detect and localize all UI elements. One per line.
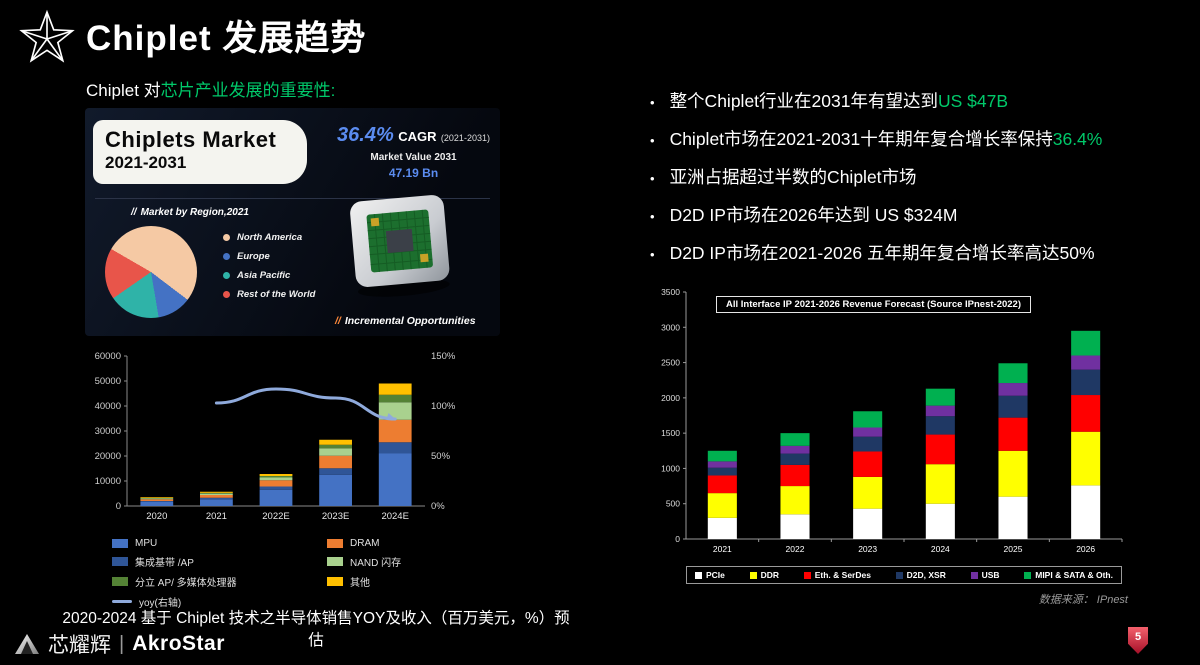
incremental-label: Incremental Opportunities [344,315,476,327]
interface-ip-chart: 0 500 1000 1500 2000 2500 3000 3500 2021 2022 2023… [661,287,1123,554]
chart2-legend-item: USB [970,570,1000,580]
svg-text:3500: 3500 [661,287,680,297]
svg-text:60000: 60000 [95,351,121,362]
subtitle: Chiplet 对芯片产业发展的重要性: [86,76,335,101]
svg-text:2020: 2020 [146,511,167,522]
chiplets-market-card: Chiplets Market 2021-2031 36.4% CAGR (20… [85,108,500,336]
svg-text:500: 500 [666,499,680,509]
svg-text:20000: 20000 [95,451,121,462]
svg-text:2022: 2022 [786,544,805,554]
svg-text:2023: 2023 [858,544,877,554]
chart1-legend-item: 分立 AP/ 多媒体处理器 [112,574,317,589]
cagr-label: CAGR [398,129,437,144]
svg-text:30000: 30000 [95,426,121,437]
region-title: //Market by Region,2021 [131,207,249,218]
chart2-title: All Interface IP 2021-2026 Revenue Forec… [716,296,1031,313]
svg-text:0: 0 [116,501,121,512]
subtitle-highlight: 芯片产业发展的重要性: [160,81,336,100]
svg-text:100%: 100% [431,401,456,412]
svg-text:40000: 40000 [95,401,121,412]
market-card-title-line1: Chiplets Market [105,127,277,152]
svg-text:3000: 3000 [661,322,680,332]
svg-text:1000: 1000 [661,463,680,473]
svg-text:2021: 2021 [206,511,227,522]
card-divider [95,198,490,199]
interface-ip-chart-block: All Interface IP 2021-2026 Revenue Forec… [642,286,1132,584]
svg-text:2026: 2026 [1076,544,1095,554]
key-points-list: 整个Chiplet行业在2031年有望达到 US $47B Chiplet市场在2… [650,88,1195,278]
svg-text:50000: 50000 [95,376,121,387]
slashes-icon: // [335,315,341,327]
brand-name-cn: 芯耀辉 [48,634,111,657]
company-logo-icon [19,9,75,63]
market-card-title: Chiplets Market 2021-2031 [93,120,307,184]
region-legend-item: North America [223,232,315,243]
svg-text:2500: 2500 [661,358,680,368]
region-legend-item: Asia Pacific [223,270,315,281]
region-title-label: Market by Region,2021 [140,207,249,218]
chart2-legend-item: PCIe [695,570,725,580]
cagr-value: 36.4% [337,124,394,146]
chart1-legend-item: 集成基带 /AP [112,554,317,569]
region-pie-chart [105,226,197,318]
subtitle-prefix: Chiplet 对 [86,81,161,100]
svg-text:10000: 10000 [95,476,121,487]
semiconductor-sales-chart: 0 10000 20000 30000 40000 50000 60000 2020 2021 2… [95,351,456,522]
chart2-legend-item: D2D, XSR [895,570,946,580]
svg-text:150%: 150% [431,351,456,362]
data-source-note: 数据来源： IPnest [1038,594,1128,606]
svg-text:2024: 2024 [931,544,950,554]
chart2-legend-item: DDR [749,570,779,580]
svg-text:2023E: 2023E [322,511,349,522]
svg-text:2000: 2000 [661,393,680,403]
market-value: 47.19 Bn [388,166,439,180]
region-legend: North America Europe Asia Pacific Rest of t… [223,232,315,300]
cagr-period: (2021-2031) [440,133,490,143]
chart1-legend-item: 其他 [327,574,401,589]
bullet-item: 亚洲占据超过半数的Chiplet市场 [650,164,1195,189]
brand-name-en: AkroStar [132,632,225,655]
svg-text:2024E: 2024E [381,511,408,522]
svg-text:0%: 0% [431,501,445,512]
footer-brand: 芯耀辉 | AkroStar [14,629,225,659]
region-legend-item: Rest of the World [223,289,315,300]
brand-divider: | [119,632,125,655]
chart1-legend-item: MPU [112,538,317,549]
svg-text:2021: 2021 [713,544,732,554]
chart1-legend: MPU DRAM 集成基带 /AP NAND 闪存 分立 AP/ 多媒体处理器 其他 yoy… [112,538,401,609]
svg-text:1500: 1500 [661,428,680,438]
chart2-legend: PCIe DDR Eth. & SerDes D2D, XSR USB MIPI & SA… [686,566,1122,584]
bullet-item: D2D IP市场在2021-2026 五年期年复合增长率高达50% [650,240,1195,265]
svg-text:2022E: 2022E [262,511,289,522]
page-title: Chiplet 发展趋势 [86,19,367,58]
chart1-legend-item: DRAM [327,538,401,549]
chart1-legend-item: NAND 闪存 [327,554,401,569]
incremental-opportunities: //Incremental Opportunities [335,315,476,327]
page-number-badge: 5 [1128,627,1148,654]
svg-text:2025: 2025 [1004,544,1023,554]
cagr-block: 36.4% CAGR (2021-2031) Market Value 2031… [331,124,496,180]
svg-text:50%: 50% [431,451,451,462]
chart2-legend-item: Eth. & SerDes [803,570,871,580]
chip-image [350,195,450,297]
slashes-icon: // [131,207,137,218]
brand-triangle-icon [15,634,39,654]
bullet-item: 整个Chiplet行业在2031年有望达到 US $47B [650,88,1195,113]
market-card-title-line2: 2021-2031 [105,153,187,172]
left-chart-caption: 2020-2024 基于 Chiplet 技术之半导体销售YOY及收入（百万美元… [62,610,570,649]
svg-text:0: 0 [675,534,680,544]
chart1-legend-item: yoy(右轴) [112,594,317,609]
chart2-legend-item: MIPI & SATA & Oth. [1024,570,1113,580]
region-legend-item: Europe [223,251,315,262]
bullet-item: D2D IP市场在2026年达到 US $324M [650,202,1195,227]
market-value-label: Market Value 2031 [370,152,457,163]
